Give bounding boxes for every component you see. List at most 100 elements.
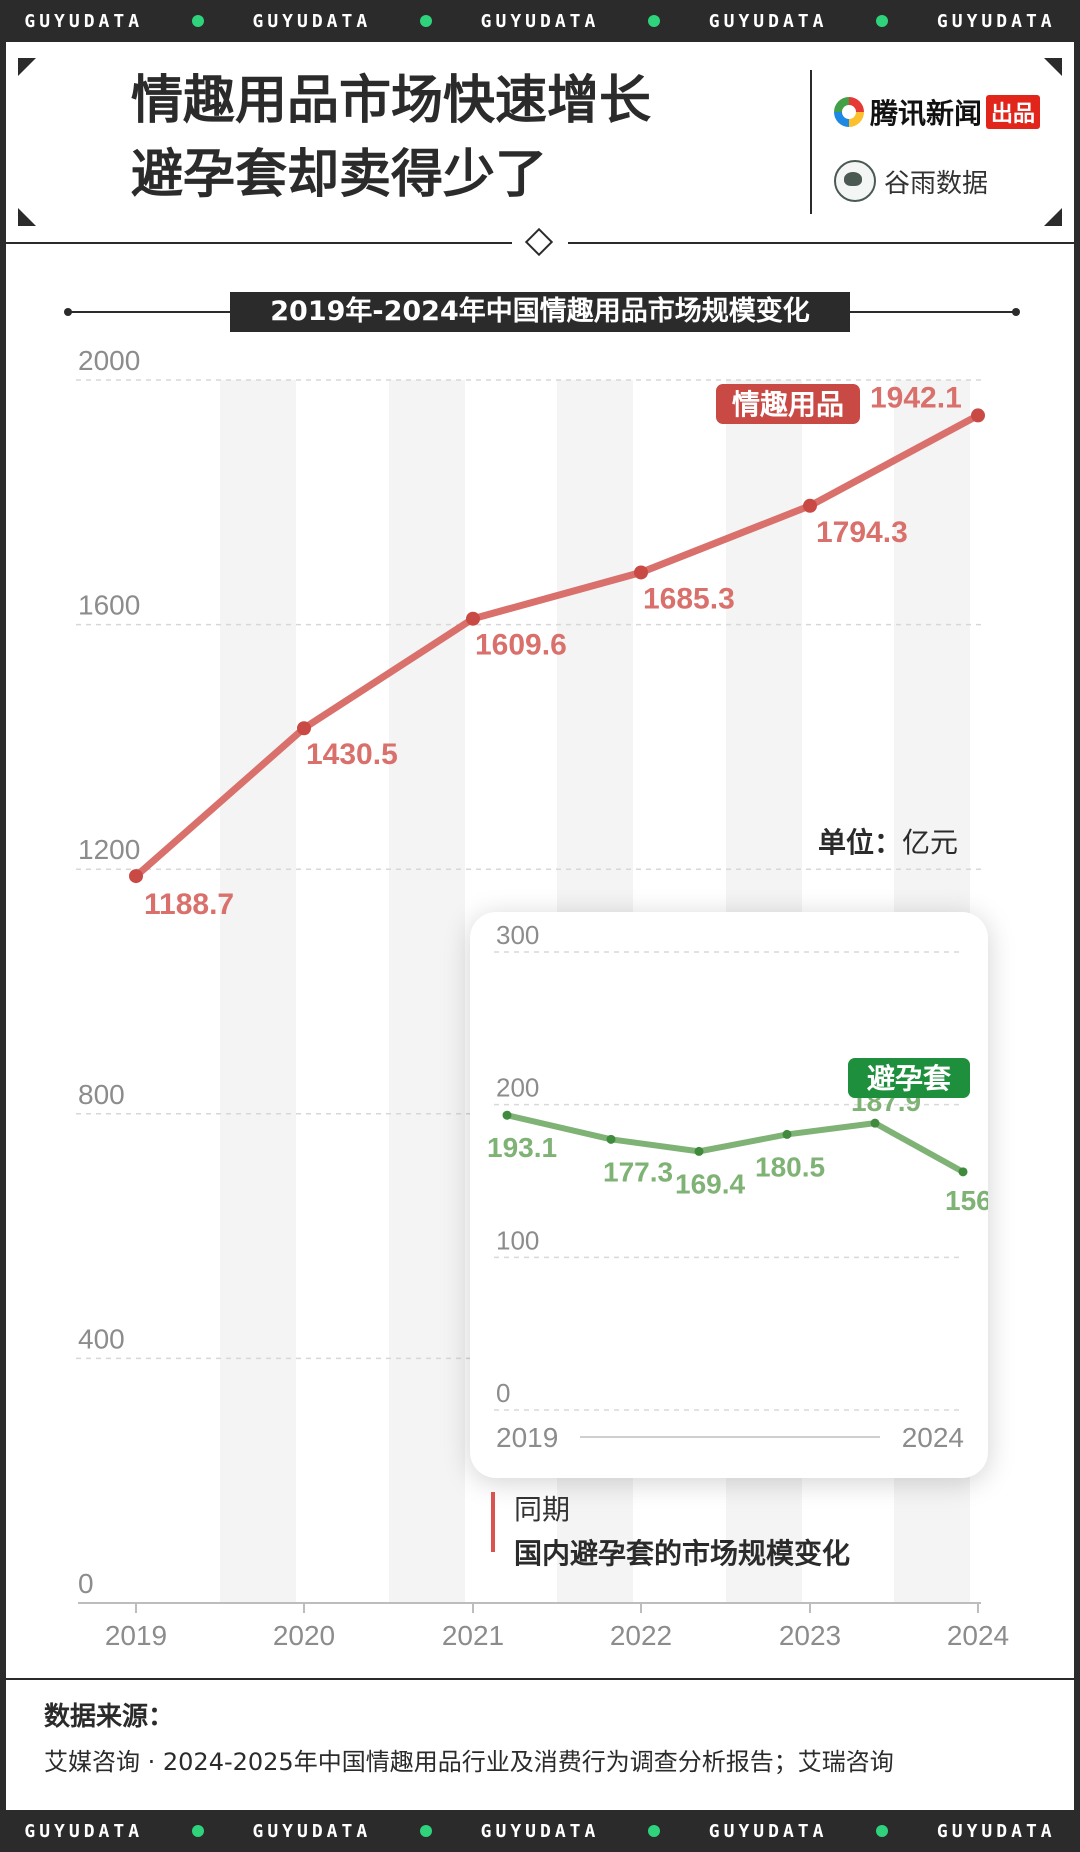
inset-data-label: 156	[945, 1185, 988, 1216]
unit-label: 单位：亿元	[818, 821, 958, 861]
rule-end-dot	[64, 308, 72, 316]
inset-y-tick-label: 0	[496, 1378, 510, 1408]
column-band	[389, 380, 465, 1603]
ticker-word: GUYUDATA	[24, 1820, 144, 1842]
y-tick-label: 400	[78, 1323, 125, 1354]
series-tag-bg	[716, 384, 860, 424]
series-line	[132, 411, 982, 880]
chart-title: 2019年-2024年中国情趣用品市场规模变化	[230, 292, 850, 332]
inset-series-line	[504, 1112, 966, 1175]
rule-end-dot	[1012, 308, 1020, 316]
header: 情趣用品市场快速增长 避孕套却卖得少了 腾讯新闻 出品 谷雨数据	[6, 42, 1074, 242]
unit-key: 单位：	[818, 826, 903, 859]
ticker-word: GUYUDATA	[480, 10, 600, 32]
note-accent-bar	[491, 1492, 495, 1552]
inset-data-point	[870, 1118, 880, 1128]
brand2-name: 谷雨数据	[884, 168, 989, 199]
tencent-news-brand: 腾讯新闻 出品	[834, 92, 1041, 132]
unit-value: 亿元	[902, 826, 959, 859]
inset-data-point	[694, 1146, 704, 1156]
ticker-dot-icon	[419, 1825, 432, 1837]
title-line-2: 避孕套却卖得少了	[131, 145, 548, 205]
data-label: 1430.5	[306, 738, 398, 771]
header-rule-right	[568, 242, 1074, 244]
ticker-dot-icon	[191, 1825, 204, 1837]
tencent-news-logo-icon	[834, 97, 864, 127]
note-line-1: 同期	[514, 1493, 571, 1526]
infographic-panel: 情趣用品市场快速增长 避孕套却卖得少了 腾讯新闻 出品 谷雨数据 0 400 800…	[6, 42, 1074, 1810]
ticker-word: GUYUDATA	[480, 1820, 600, 1842]
inset-series-tag-bg	[848, 1058, 970, 1098]
ticker-word: GUYUDATA	[936, 1820, 1056, 1842]
column-band	[220, 380, 296, 1603]
inset-y-tick-label: 200	[496, 1073, 539, 1103]
bottom-ticker-banner: GUYUDATA GUYUDATA GUYUDATA GUYUDATA GUYUDATA	[0, 1810, 1080, 1852]
data-point	[634, 565, 648, 580]
data-label: 1794.3	[816, 516, 908, 549]
inset-data-point	[958, 1167, 968, 1177]
ticker-word: GUYUDATA	[936, 10, 1056, 32]
inset-data-label: 169.4	[675, 1168, 745, 1199]
data-label: 1188.7	[144, 888, 234, 921]
inset-chart-card: 0 100 200 300 2019 2024 193.1 177.3 169.4 180.5 18…	[470, 912, 988, 1478]
inset-series-name: 避孕套	[867, 1062, 952, 1095]
corner-mark	[1044, 208, 1062, 226]
y-tick-label: 1600	[78, 590, 140, 621]
data-label: 1685.3	[643, 582, 735, 615]
guyu-data-brand: 谷雨数据	[834, 160, 988, 202]
note-line-2: 国内避孕套的市场规模变化	[514, 1537, 851, 1570]
y-tick-label: 800	[78, 1079, 125, 1110]
corner-mark	[18, 208, 36, 226]
ticker-word: GUYUDATA	[252, 1820, 372, 1842]
top-ticker-banner: GUYUDATA GUYUDATA GUYUDATA GUYUDATA GUYUDATA	[0, 0, 1080, 42]
y-tick-label: 1200	[78, 834, 140, 865]
header-divider	[810, 70, 812, 214]
inset-data-point	[606, 1134, 616, 1144]
x-tick-label: 2021	[442, 1620, 504, 1651]
x-tick-label: 2022	[610, 1620, 672, 1651]
data-label: 1942.1	[870, 381, 962, 414]
brand1-tag: 出品	[986, 95, 1041, 129]
data-point	[297, 721, 311, 736]
source-rule	[6, 1678, 1074, 1680]
inset-y-tick-label: 300	[496, 920, 539, 950]
ticker-dot-icon	[191, 15, 204, 27]
inset-x-tick-label: 2024	[902, 1422, 964, 1453]
corner-mark	[1044, 58, 1062, 76]
data-point	[466, 611, 480, 626]
x-tick-label: 2024	[947, 1620, 1009, 1651]
inset-data-point	[502, 1110, 512, 1120]
inset-data-label: 177.3	[603, 1156, 673, 1187]
brand1-name: 腾讯新闻	[870, 97, 983, 130]
ticker-dot-icon	[876, 1825, 889, 1837]
guyu-bird-logo-icon	[834, 160, 876, 202]
ticker-word: GUYUDATA	[252, 10, 372, 32]
inset-y-tick-label: 100	[496, 1225, 539, 1255]
ticker-dot-icon	[876, 15, 889, 27]
inset-x-tick-label: 2019	[496, 1422, 558, 1453]
header-rule-left	[6, 242, 512, 244]
data-label: 1609.6	[475, 629, 567, 662]
ticker-word: GUYUDATA	[708, 10, 828, 32]
series-tag: 情趣用品	[716, 384, 860, 424]
inset-data-label: 180.5	[755, 1151, 825, 1182]
y-tick-label: 2000	[78, 345, 140, 376]
title-line-1: 情趣用品市场快速增长	[131, 71, 652, 131]
ticker-word: GUYUDATA	[708, 1820, 828, 1842]
data-point	[803, 498, 817, 513]
x-tick-label: 2019	[105, 1620, 167, 1651]
inset-data-point	[782, 1129, 792, 1139]
ticker-word: GUYUDATA	[24, 10, 144, 32]
corner-mark	[18, 58, 36, 76]
ticker-dot-icon	[648, 1825, 661, 1837]
source-label: 数据来源：	[44, 1702, 175, 1732]
data-point	[129, 869, 143, 884]
y-tick-label: 0	[78, 1568, 94, 1599]
source-text: 艾媒咨询 · 2024-2025年中国情趣用品行业及消费行为调查分析报告；艾瑞咨…	[44, 1748, 894, 1776]
inset-data-label: 193.1	[487, 1132, 557, 1163]
inset-series-tag: 避孕套	[848, 1058, 970, 1098]
ticker-dot-icon	[648, 15, 661, 27]
data-point	[971, 408, 985, 423]
x-tick-label: 2020	[273, 1620, 335, 1651]
